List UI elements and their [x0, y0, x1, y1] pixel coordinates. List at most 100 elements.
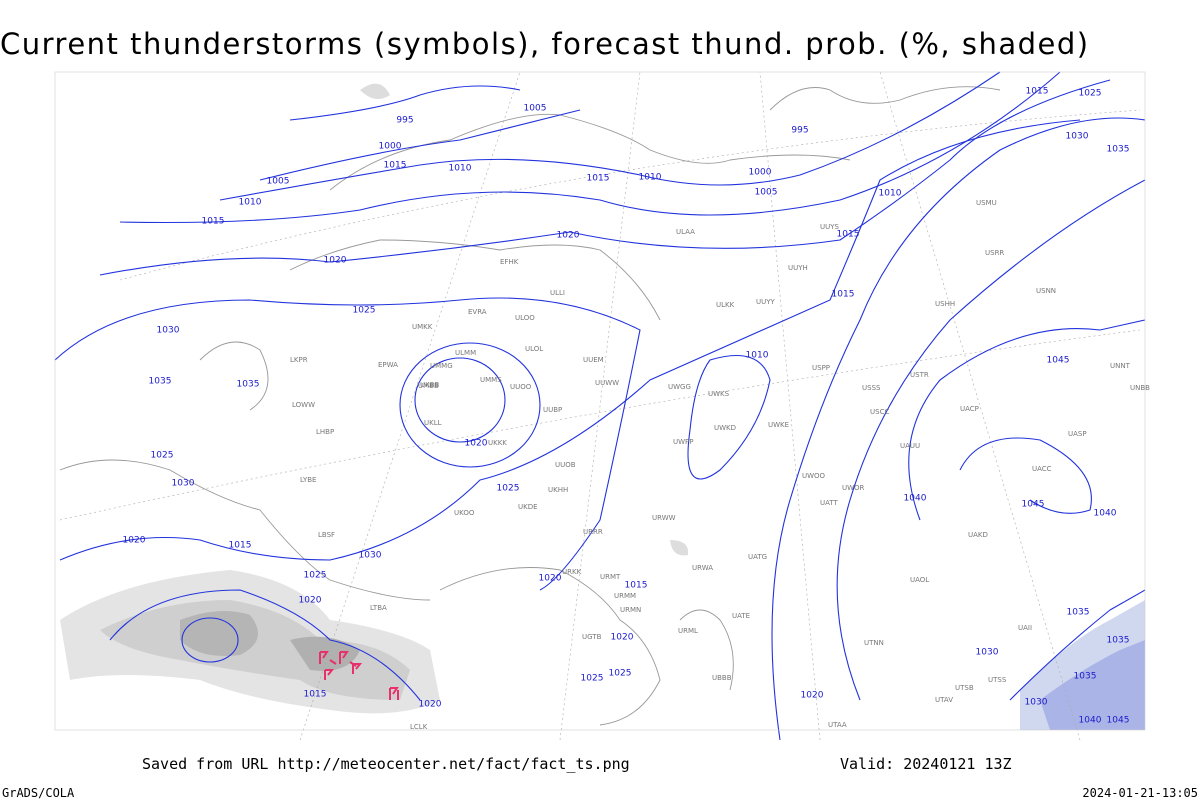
station-label: UATT	[820, 499, 839, 507]
station-label: UWOR	[842, 484, 865, 492]
station-label: UUEM	[583, 356, 604, 364]
isobar-label: 1010	[639, 173, 662, 183]
station-label: UWKE	[768, 421, 789, 429]
station-label: UTAV	[935, 696, 953, 704]
isobar-label: 1035	[1107, 145, 1130, 155]
station-label: USCC	[870, 408, 889, 416]
station-label: URMN	[620, 606, 641, 614]
coastlines	[59, 86, 1001, 726]
isobar-label: 1035	[1107, 636, 1130, 646]
station-label: URMT	[600, 573, 621, 581]
isobar-label: 1025	[609, 669, 632, 679]
station-label: ULMM	[455, 349, 476, 357]
station-label: UATE	[732, 612, 750, 620]
isobar-label: 1020	[801, 691, 824, 701]
station-label: UACC	[1032, 465, 1052, 473]
isobar-label: 1025	[497, 484, 520, 494]
station-label: ULOL	[525, 345, 543, 353]
station-label: UUOO	[510, 383, 532, 391]
station-label: UKOO	[454, 509, 475, 517]
isobar-label: 1020	[465, 439, 488, 449]
isobar-label: 1045	[1022, 500, 1045, 510]
isobar-label: 1015	[229, 541, 252, 551]
isobar-label: 1035	[237, 380, 260, 390]
station-label: UKLL	[424, 419, 442, 427]
isobar-label: 1000	[379, 142, 402, 152]
station-label: UTAA	[828, 721, 847, 729]
isobar-label: 1040	[1079, 716, 1102, 726]
station-label: URML	[678, 627, 698, 635]
station-label: UKBB	[420, 381, 440, 389]
isobar-label: 1020	[557, 231, 580, 241]
station-label: LBSF	[318, 531, 335, 539]
isobar-label: 1035	[1074, 672, 1097, 682]
isobar-label: 1015	[1026, 87, 1049, 97]
station-label: UASP	[1068, 430, 1087, 438]
station-label: UTSB	[955, 684, 974, 692]
station-label: UKDE	[518, 503, 538, 511]
station-label: UAOL	[910, 576, 929, 584]
station-label: ULOO	[515, 314, 535, 322]
isobar-label: 1015	[587, 174, 610, 184]
station-label: URMM	[614, 592, 636, 600]
station-label: LYBE	[300, 476, 316, 484]
station-label: URWW	[652, 514, 676, 522]
isobar-label: 1030	[1025, 698, 1048, 708]
isobar-label: 1030	[1066, 132, 1089, 142]
isobar-label: 995	[396, 116, 413, 126]
station-label: UUYS	[820, 223, 840, 231]
station-label: UAKD	[968, 531, 988, 539]
credit: GrADS/COLA	[2, 786, 75, 800]
station-label: USPP	[812, 364, 830, 372]
station-label: USTR	[910, 371, 929, 379]
station-label: UTNN	[864, 639, 884, 647]
isobar-label: 995	[791, 126, 808, 136]
station-label: ULLI	[550, 289, 565, 297]
station-label: UNBB	[1130, 384, 1150, 392]
station-label: UNNT	[1110, 362, 1131, 370]
graticule	[59, 71, 1141, 741]
map: 995 1005 995 1000 1015 1010 1005 1010 1015 1015 10…	[54, 71, 1150, 741]
isobar-label: 1020	[611, 633, 634, 643]
isobar-label: 1045	[1107, 716, 1130, 726]
isobars	[54, 71, 1146, 741]
isobar-label: 1010	[239, 198, 262, 208]
station-label: UWKS	[708, 390, 730, 398]
isobar-label: 1015	[837, 230, 860, 240]
isobar-label: 1040	[1094, 509, 1117, 519]
isobar-label: 1025	[581, 674, 604, 684]
station-label: ULKK	[716, 301, 735, 309]
station-label: UUOB	[555, 461, 576, 469]
station-label: URKK	[562, 568, 582, 576]
station-label: UTSS	[988, 676, 1007, 684]
station-label: LCLK	[410, 723, 428, 731]
thunderstorm-symbols	[319, 651, 399, 700]
station-label: UATG	[748, 553, 767, 561]
station-label: UUWW	[595, 379, 619, 387]
station-label: ULAA	[676, 228, 695, 236]
station-label: USMU	[976, 199, 997, 207]
isobar-label: 1005	[755, 188, 778, 198]
isobar-label: 1025	[1079, 89, 1102, 99]
isobar-label: 1015	[304, 690, 327, 700]
isobar-label: 1010	[746, 351, 769, 361]
isobar-label: 1015	[832, 290, 855, 300]
station-label: UMBB	[418, 382, 439, 390]
station-label: LKPR	[290, 356, 308, 364]
isobar-label: 1020	[419, 700, 442, 710]
station-label: UMMS	[480, 376, 502, 384]
isobar-label: 1040	[904, 494, 927, 504]
station-label: UKHH	[548, 486, 568, 494]
station-label: UKKK	[488, 439, 507, 447]
station-label: URWA	[692, 564, 713, 572]
station-label: UWPP	[673, 438, 694, 446]
isobar-labels: 995 1005 995 1000 1015 1010 1005 1010 1015 1015 10…	[123, 87, 1130, 726]
isobar-label: 1015	[202, 217, 225, 227]
title: Current thunderstorms (symbols), forecas…	[0, 27, 1090, 61]
station-label: UACP	[960, 405, 979, 413]
isobar-label: 1045	[1047, 356, 1070, 366]
isobar-label: 1025	[304, 571, 327, 581]
map-border	[54, 71, 1146, 731]
station-label: UUBP	[543, 406, 562, 414]
